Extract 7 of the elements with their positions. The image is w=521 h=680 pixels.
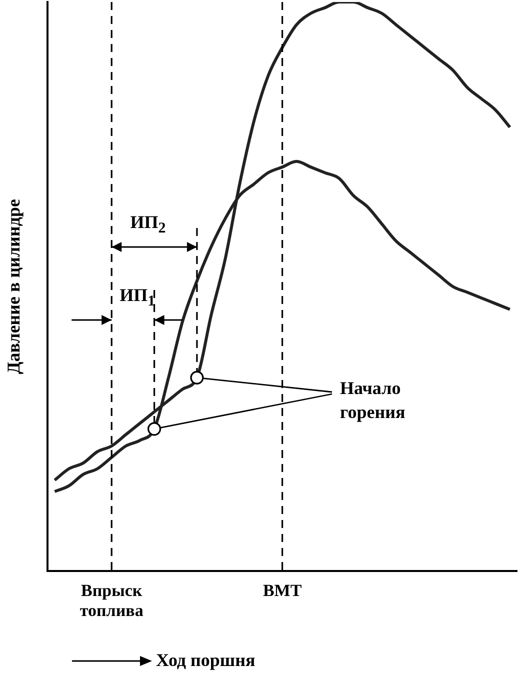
annotation: ИП$_{2}$ — [130, 212, 166, 238]
x-axis-title: Ход поршня — [156, 650, 256, 671]
annotation: ИП$_{1}$ — [120, 285, 156, 311]
x-tick-label: ВМТ — [262, 580, 302, 600]
y-axis-title: Давление в цилиндре — [3, 199, 24, 374]
annotation: Начало горения — [340, 377, 406, 424]
x-tick-label: Впрыск топлива — [80, 580, 144, 620]
